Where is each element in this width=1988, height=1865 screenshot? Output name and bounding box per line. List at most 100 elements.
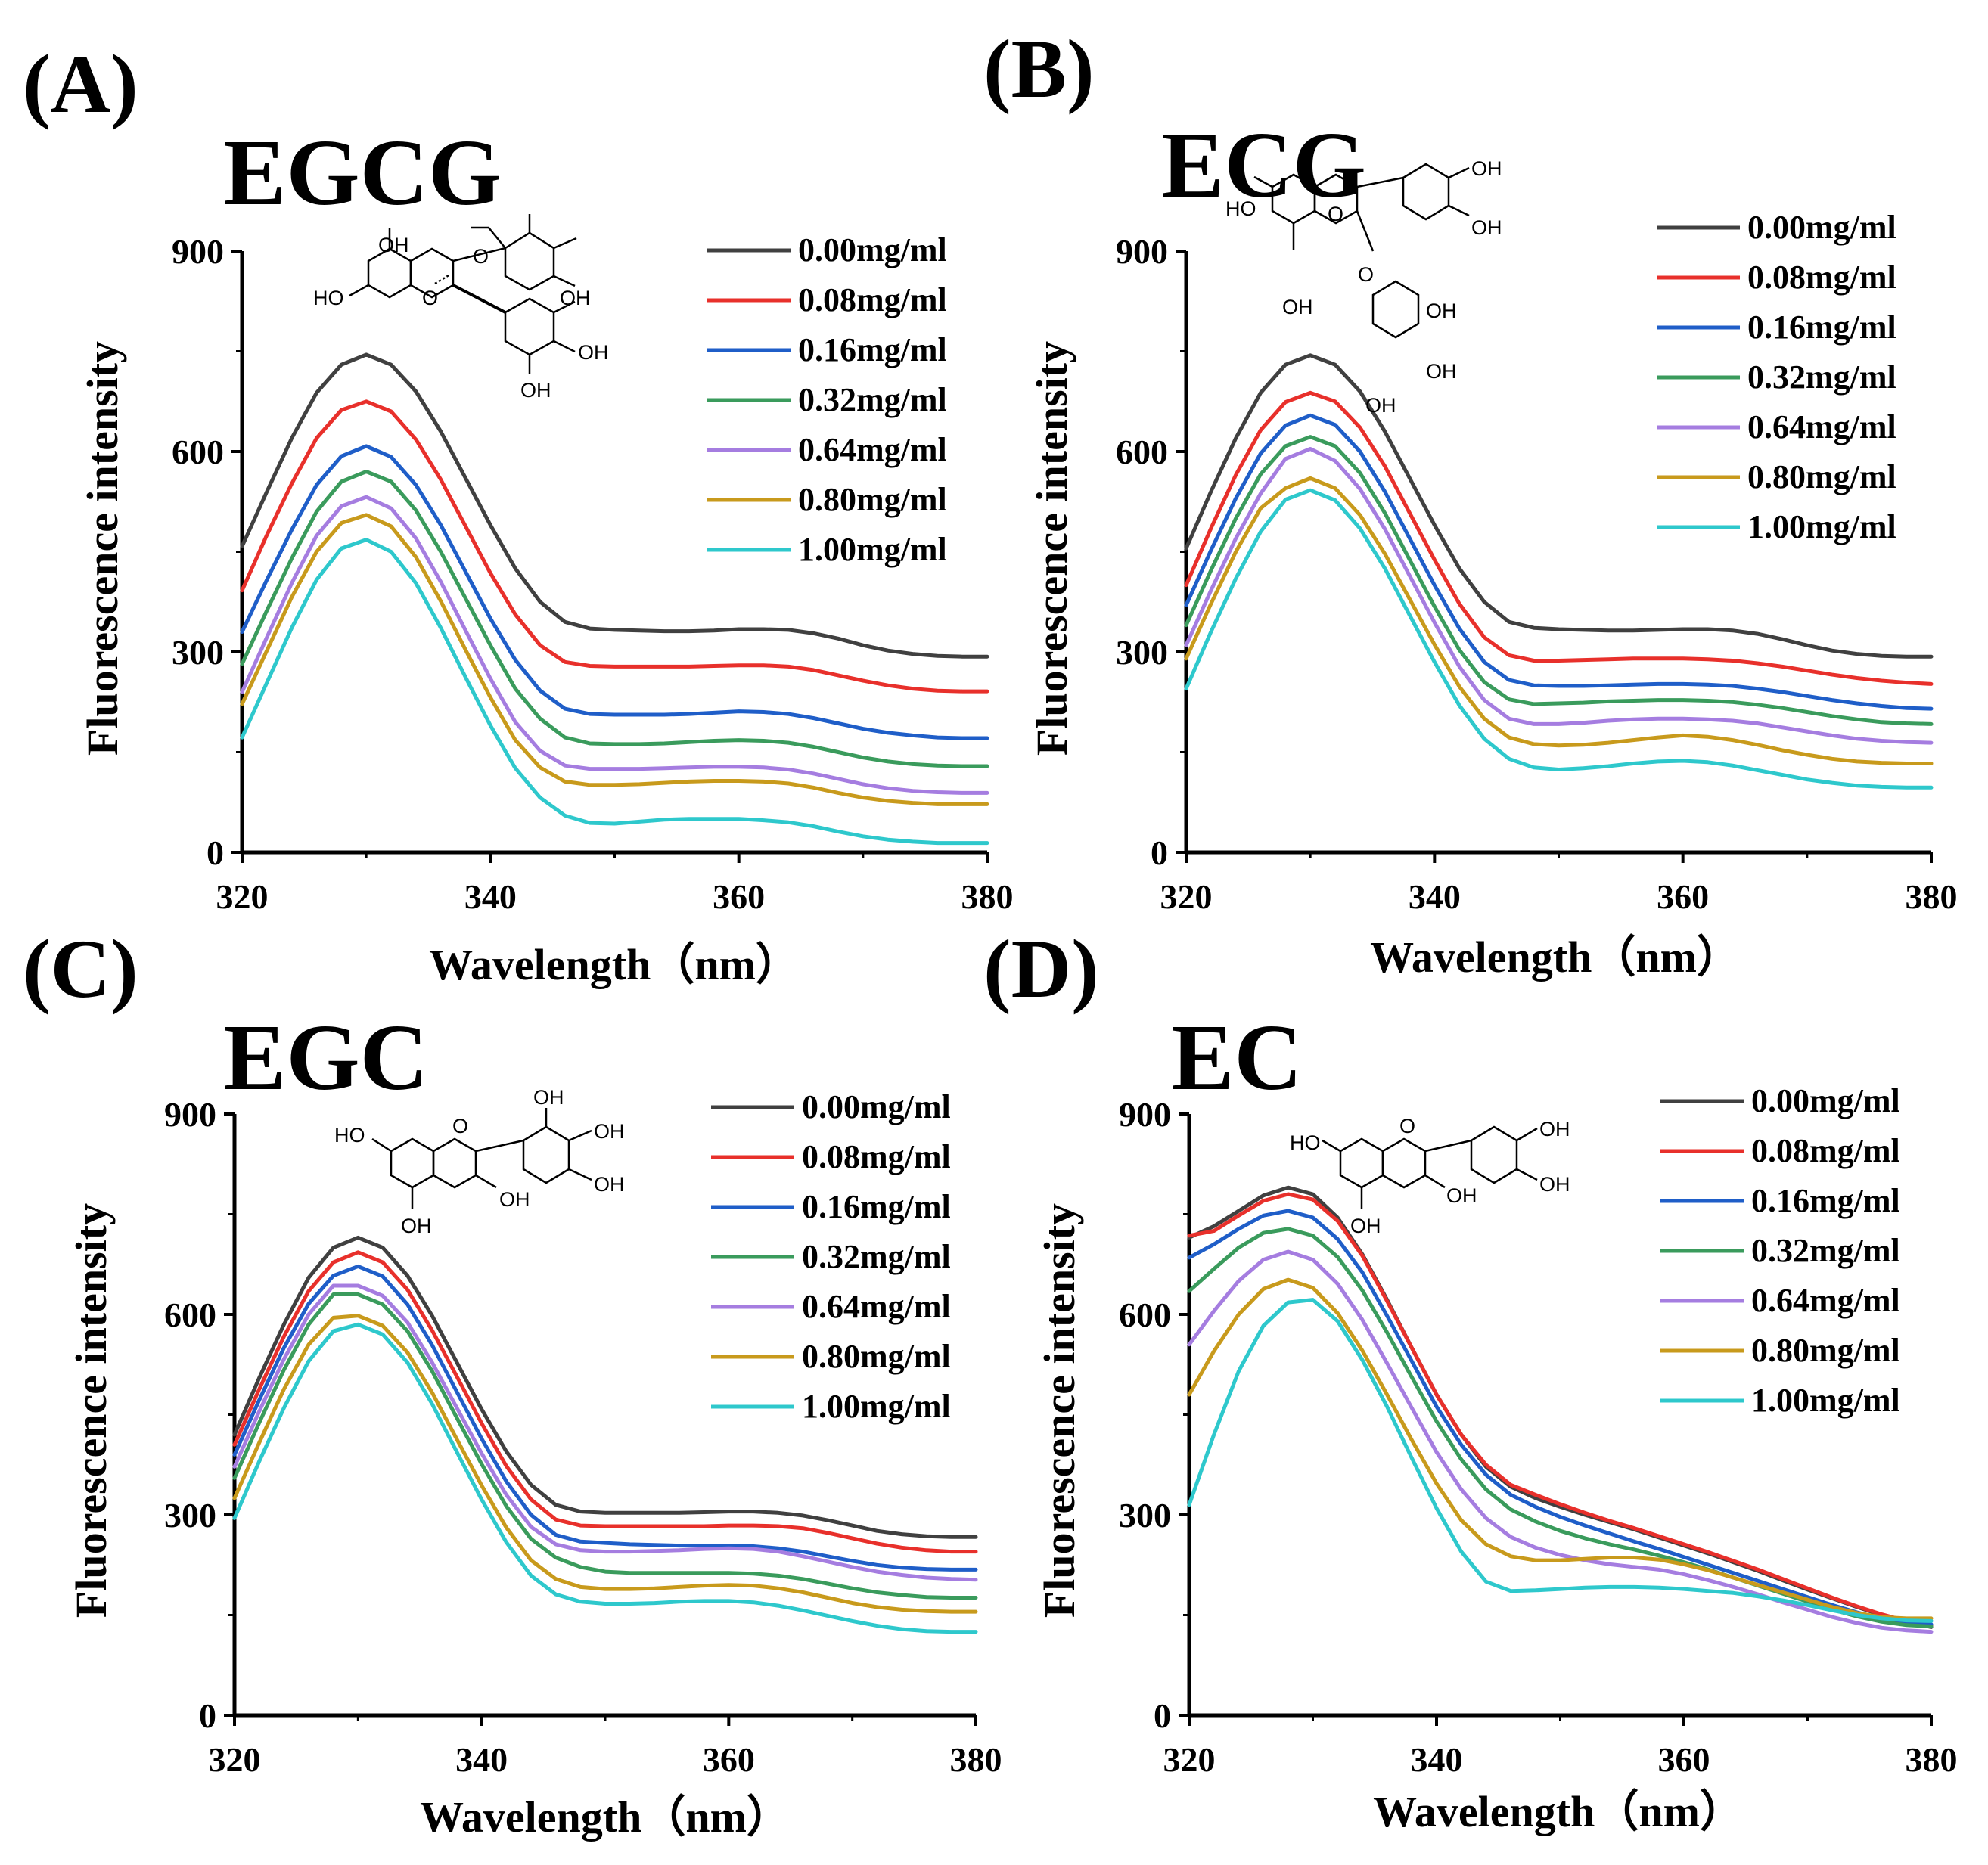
y-axis-label: Fluorescence intensity bbox=[78, 341, 127, 756]
x-tick-label: 340 bbox=[464, 877, 517, 916]
ec-oh-label: OH bbox=[1446, 1184, 1477, 1207]
y-axis-label: Fluorescence intensity bbox=[67, 1203, 116, 1618]
legend-label: 0.16mg/ml bbox=[798, 331, 947, 368]
y-tick-label: 0 bbox=[1151, 833, 1168, 872]
ecg-oh-label: OH bbox=[1471, 216, 1502, 239]
series-line bbox=[1187, 1192, 1934, 1628]
compound-title: EGCG bbox=[223, 121, 502, 225]
ecg-oh-label: OH bbox=[1426, 299, 1457, 322]
panel-letter: (B) bbox=[983, 23, 1095, 115]
ecg-oh-label: OH bbox=[1426, 360, 1457, 383]
egc-oh-label: OH bbox=[401, 1215, 432, 1237]
egcg-o-label: O bbox=[473, 245, 489, 268]
legend-label: 0.80mg/ml bbox=[798, 481, 947, 518]
egcg-o-label: O bbox=[422, 287, 438, 309]
legend-label: 0.80mg/ml bbox=[802, 1338, 951, 1375]
series-line bbox=[232, 1250, 978, 1554]
legend-label: 0.16mg/ml bbox=[1747, 309, 1896, 346]
ec-oh-label: OH bbox=[1539, 1118, 1570, 1140]
compound-title: ECG bbox=[1161, 113, 1366, 218]
legend-label: 0.32mg/ml bbox=[1751, 1232, 1900, 1269]
egcg-oh-label: OH bbox=[578, 341, 609, 364]
series-line bbox=[1184, 435, 1934, 726]
y-tick-label: 300 bbox=[1119, 1496, 1171, 1535]
y-tick-label: 600 bbox=[1116, 433, 1168, 471]
legend-label: 0.80mg/ml bbox=[1747, 458, 1896, 495]
ec-structure: HO OH OH OH OH O bbox=[1290, 1115, 1570, 1237]
series-line bbox=[1187, 1277, 1934, 1621]
y-tick-label: 0 bbox=[1154, 1696, 1171, 1735]
series-line bbox=[240, 538, 989, 846]
legend-label: 0.64mg/ml bbox=[1751, 1282, 1900, 1319]
ecg-oh-label: OH bbox=[1471, 157, 1502, 180]
series-line bbox=[240, 513, 989, 806]
x-axis-label: Wavelength（nm） bbox=[420, 1792, 791, 1842]
egcg-ho-label: HO bbox=[313, 287, 344, 309]
series-line bbox=[1184, 476, 1934, 765]
panel-letter: (D) bbox=[983, 923, 1099, 1015]
x-tick-label: 320 bbox=[209, 1740, 261, 1779]
y-tick-label: 0 bbox=[207, 833, 224, 872]
ecg-ho-label: HO bbox=[1225, 197, 1256, 220]
x-tick-label: 360 bbox=[1658, 1740, 1710, 1779]
y-tick-label: 900 bbox=[1116, 232, 1168, 271]
legend-label: 1.00mg/ml bbox=[1747, 508, 1896, 545]
compound-title: EC bbox=[1171, 1006, 1303, 1110]
x-axis-label: Wavelength（nm） bbox=[1373, 1787, 1744, 1836]
series-line bbox=[240, 495, 989, 795]
y-tick-label: 900 bbox=[172, 232, 224, 271]
x-tick-label: 320 bbox=[1163, 1740, 1216, 1779]
ec-ho-label: HO bbox=[1290, 1131, 1321, 1154]
legend-label: 1.00mg/ml bbox=[798, 531, 947, 568]
ecg-oh-label: OH bbox=[1282, 296, 1313, 318]
ecg-o-label: O bbox=[1358, 263, 1374, 286]
series-line bbox=[232, 1264, 978, 1572]
egcg-oh-label: OH bbox=[520, 379, 551, 402]
x-tick-label: 360 bbox=[1657, 877, 1709, 916]
legend-label: 0.08mg/ml bbox=[1751, 1132, 1900, 1169]
series-line bbox=[1184, 413, 1934, 711]
series-line bbox=[1187, 1249, 1934, 1634]
panel-letter: (C) bbox=[23, 923, 138, 1015]
legend-label: 0.80mg/ml bbox=[1751, 1332, 1900, 1369]
legend-label: 0.16mg/ml bbox=[1751, 1182, 1900, 1219]
egc-ho-label: HO bbox=[334, 1124, 365, 1147]
legend-label: 0.32mg/ml bbox=[802, 1238, 951, 1275]
ec-oh-label: OH bbox=[1350, 1215, 1381, 1237]
series-line bbox=[1184, 488, 1934, 790]
egc-o-label: O bbox=[452, 1115, 468, 1137]
series-line bbox=[1184, 353, 1934, 659]
y-tick-label: 300 bbox=[1116, 633, 1168, 672]
x-tick-label: 380 bbox=[1906, 1740, 1958, 1779]
series-line bbox=[1184, 447, 1934, 745]
chart-panel: (A) EGCG 320 340 360 380 0 300 600 900 Wavelength（… bbox=[23, 38, 1014, 989]
compound-title: EGC bbox=[223, 1006, 428, 1110]
ec-o-label: O bbox=[1399, 1115, 1415, 1137]
x-tick-label: 340 bbox=[455, 1740, 508, 1779]
y-axis-label: Fluorescence intensity bbox=[1027, 341, 1076, 756]
chart-panel: (B) ECG 320 340 360 380 0 300 600 900 Wavelength（n… bbox=[983, 23, 1958, 982]
x-tick-label: 380 bbox=[961, 877, 1014, 916]
series-line bbox=[240, 444, 989, 740]
egc-oh-label: OH bbox=[594, 1173, 625, 1196]
x-axis-label: Wavelength（nm） bbox=[429, 940, 800, 989]
series-line bbox=[232, 1235, 978, 1539]
x-tick-label: 360 bbox=[703, 1740, 755, 1779]
x-axis-label: Wavelength（nm） bbox=[1370, 932, 1741, 982]
x-tick-label: 320 bbox=[216, 877, 269, 916]
legend-label: 0.00mg/ml bbox=[1751, 1082, 1900, 1119]
egc-oh-label: OH bbox=[499, 1188, 530, 1211]
egcg-structure: OH OH OH OH HO O O bbox=[313, 214, 609, 402]
panel-letter: (A) bbox=[23, 38, 138, 130]
x-tick-label: 360 bbox=[713, 877, 765, 916]
egc-oh-label: OH bbox=[533, 1086, 564, 1109]
x-tick-label: 320 bbox=[1160, 877, 1213, 916]
x-tick-label: 340 bbox=[1411, 1740, 1463, 1779]
ecg-o-label: O bbox=[1328, 203, 1343, 225]
legend-label: 0.64mg/ml bbox=[798, 431, 947, 468]
legend-label: 0.32mg/ml bbox=[798, 381, 947, 418]
series-line bbox=[232, 1314, 978, 1614]
legend-label: 0.08mg/ml bbox=[802, 1138, 951, 1175]
chart-panel: (C) EGC 320 340 360 380 0 300 600 900 Wavelength（n… bbox=[23, 923, 1002, 1842]
